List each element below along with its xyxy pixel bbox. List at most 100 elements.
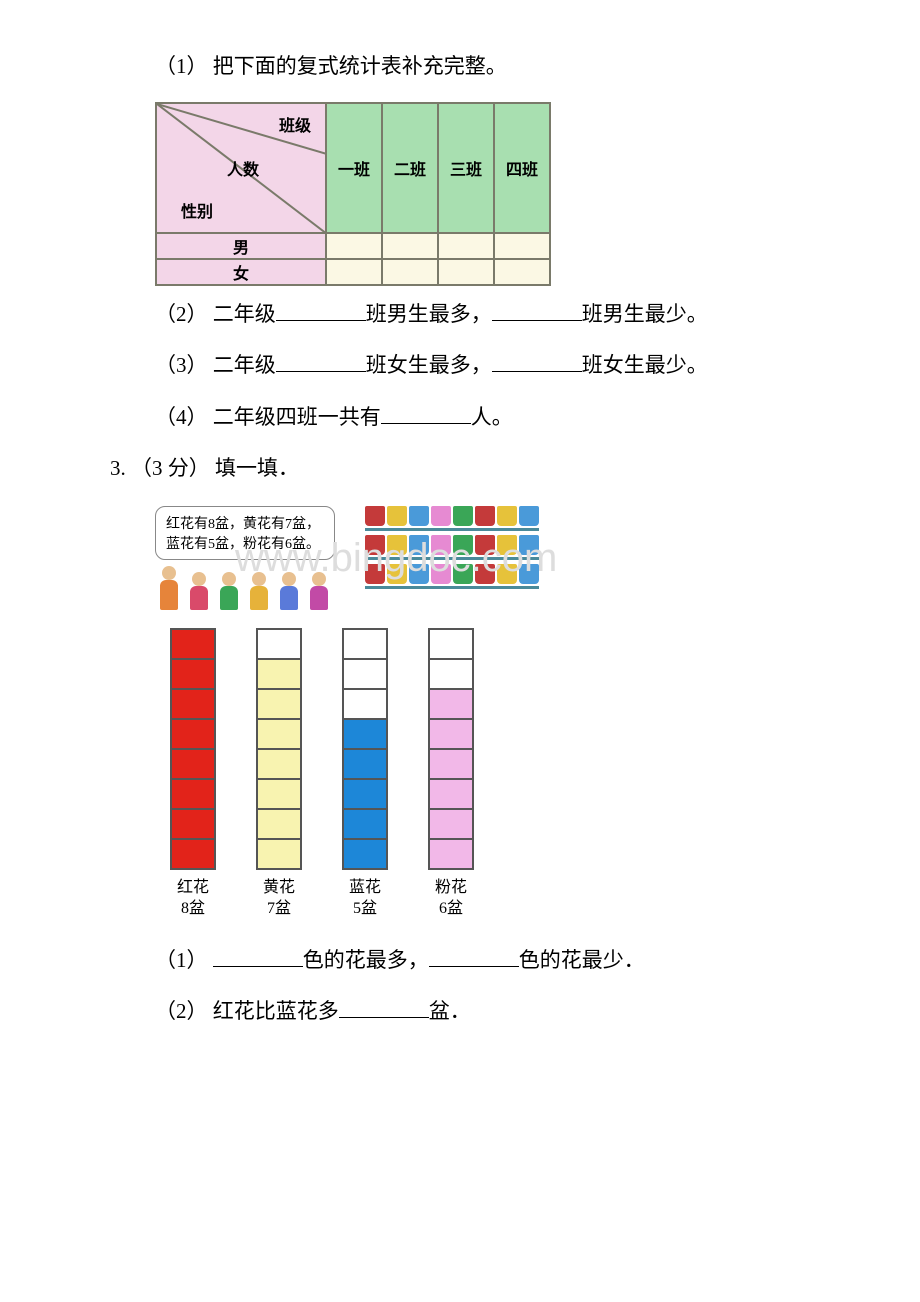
flower-pot (387, 564, 407, 584)
cell (382, 259, 438, 285)
bar-cell (170, 778, 216, 810)
blank (339, 996, 429, 1018)
q4-line: （4） 二年级四班一共有 人。 (0, 401, 920, 435)
bar-cell (256, 808, 302, 840)
q1-prompt: （1） 把下面的复式统计表补充完整。 (0, 50, 920, 84)
person-icon (155, 566, 183, 610)
q3-c: 班女生最少。 (582, 353, 708, 377)
bar-cell (428, 778, 474, 810)
bar-cell (256, 778, 302, 810)
bar-cell (170, 628, 216, 660)
q2-line: （2） 二年级班男生最多，班男生最少。 (0, 298, 920, 332)
bar-cell (170, 688, 216, 720)
diag-bottom: 性别 (181, 198, 213, 222)
flower-pot (519, 564, 539, 584)
bar-cell (342, 718, 388, 750)
flower-pot (497, 564, 517, 584)
flower-pot (431, 506, 451, 526)
bar-label: 蓝花5盆 (349, 878, 381, 920)
col-3: 三班 (438, 103, 494, 233)
flower-pot (409, 564, 429, 584)
bar-cell (170, 748, 216, 780)
flower-pot (409, 535, 429, 555)
q4-a: （4） 二年级四班一共有 (155, 405, 381, 429)
bar-chart: 红花8盆黄花7盆 蓝花5盆 粉花6盆 (170, 630, 920, 920)
bar-cell (170, 808, 216, 840)
bar-cell (428, 838, 474, 870)
blank (276, 299, 366, 321)
bar-cell (342, 748, 388, 780)
bar-cell (428, 688, 474, 720)
bar-label: 粉花6盆 (435, 878, 467, 920)
q3-line: （3） 二年级 班女生最多， 班女生最少。 (0, 349, 920, 383)
bar-cell (256, 628, 302, 660)
q6-line: （2） 红花比蓝花多 盆． (0, 995, 920, 1029)
bubble-l2: 蓝花有5盆，粉花有6盆。 (166, 533, 324, 553)
bar-cell (342, 658, 388, 690)
bar-cell (170, 838, 216, 870)
bar-cell (428, 658, 474, 690)
shelf-row (365, 506, 539, 531)
q2-c: 班男生最少。 (582, 302, 708, 326)
bar-cell (256, 718, 302, 750)
q6-b: 盆． (429, 999, 471, 1023)
flower-pot (497, 506, 517, 526)
bar-column: 蓝花5盆 (342, 630, 388, 920)
person-icon (245, 572, 273, 610)
flower-pot (409, 506, 429, 526)
bar-cell (256, 838, 302, 870)
col-4: 四班 (494, 103, 550, 233)
flower-pot (475, 506, 495, 526)
bar-cell (342, 838, 388, 870)
flower-pot (365, 535, 385, 555)
stats-table: 班级 人数 性别 一班 二班 三班 四班 男 女 (155, 102, 551, 286)
cell (438, 259, 494, 285)
q2-a: （2） 二年级 (155, 302, 276, 326)
bar-column: 黄花7盆 (256, 630, 302, 920)
bar-label: 黄花7盆 (263, 878, 295, 920)
blank (492, 350, 582, 372)
flower-pot (519, 535, 539, 555)
q4-b: 人。 (471, 405, 513, 429)
sec3-intro: 3. （3 分） 填一填． (0, 452, 920, 486)
bar-cell (256, 748, 302, 780)
flower-pot (475, 535, 495, 555)
blank (276, 350, 366, 372)
cell (382, 233, 438, 259)
q3-b: 班女生最多， (366, 353, 492, 377)
speech-bubble: 红花有8盆，黄花有7盆， 蓝花有5盆，粉花有6盆。 (155, 506, 335, 560)
bar-cell (342, 778, 388, 810)
bar-cell (170, 658, 216, 690)
blank (429, 945, 519, 967)
bar-cell (428, 628, 474, 660)
diag-mid: 人数 (227, 156, 259, 180)
row-male: 男 (156, 233, 326, 259)
flower-pot (453, 564, 473, 584)
flower-pot (453, 506, 473, 526)
flower-pot (431, 564, 451, 584)
flower-pot (519, 506, 539, 526)
col-1: 一班 (326, 103, 382, 233)
shelf-row (365, 535, 539, 560)
cell (326, 233, 382, 259)
bar-cell (428, 748, 474, 780)
bar-cell (428, 808, 474, 840)
blank (381, 402, 471, 424)
people-group (155, 566, 335, 610)
diag-header: 班级 人数 性别 (156, 103, 326, 233)
q6-a: （2） 红花比蓝花多 (155, 999, 339, 1023)
flower-pot (387, 506, 407, 526)
person-icon (275, 572, 303, 610)
flower-shelf (365, 506, 539, 589)
cell (438, 233, 494, 259)
cell (494, 259, 550, 285)
q5-line: （1） 色的花最多，色的花最少． (0, 944, 920, 978)
bar-cell (342, 688, 388, 720)
flower-pot (365, 564, 385, 584)
person-icon (305, 572, 333, 610)
cell (494, 233, 550, 259)
q3-a: （3） 二年级 (155, 353, 276, 377)
bar-cell (170, 718, 216, 750)
bar-cell (256, 658, 302, 690)
bar-column: 红花8盆 (170, 630, 216, 920)
